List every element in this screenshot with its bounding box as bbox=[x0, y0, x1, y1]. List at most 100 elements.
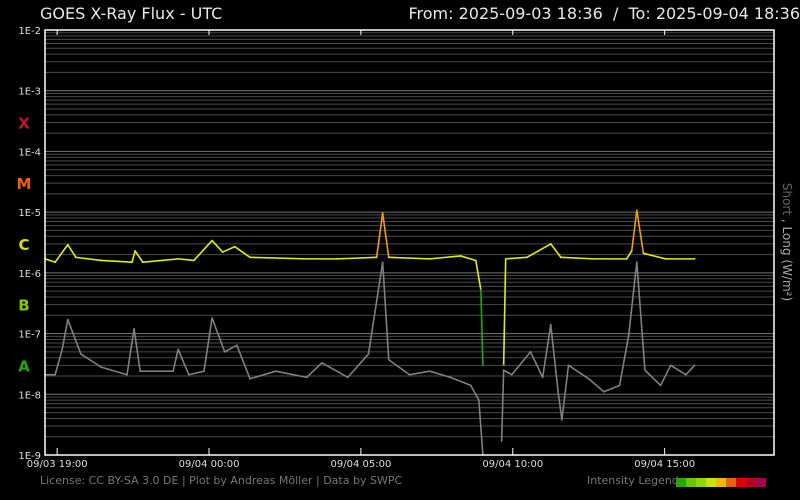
series-short-point bbox=[223, 351, 226, 353]
series-short-point bbox=[603, 390, 605, 393]
series-long-point bbox=[221, 251, 224, 253]
series-short-segment bbox=[557, 388, 563, 421]
series-short-point bbox=[567, 364, 570, 367]
series-long-point bbox=[428, 258, 431, 260]
series-short-point bbox=[249, 377, 251, 380]
series-long-point bbox=[134, 250, 136, 252]
series-short-segment bbox=[510, 351, 532, 376]
flare-class-A: A bbox=[18, 357, 30, 375]
series-short-segment bbox=[187, 370, 205, 376]
series-short-point bbox=[659, 384, 662, 387]
series-long-point bbox=[305, 258, 308, 260]
series-short-segment bbox=[54, 348, 64, 376]
series-long-segment bbox=[480, 289, 484, 367]
series-long-segment bbox=[428, 255, 462, 260]
series-long-point bbox=[381, 212, 384, 215]
series-short-segment bbox=[203, 317, 213, 373]
series-short-segment bbox=[387, 358, 411, 376]
series-short-segment bbox=[61, 318, 69, 351]
legend-swatch bbox=[736, 478, 746, 487]
series-short-point bbox=[187, 373, 190, 376]
series-short-point bbox=[61, 348, 64, 351]
series-long-point bbox=[592, 258, 595, 260]
x-tick-label: 09/03 19:00 bbox=[27, 459, 88, 470]
series-short-point bbox=[636, 261, 638, 263]
series-short-segment bbox=[627, 261, 638, 337]
series-long-point bbox=[625, 258, 628, 260]
series-long-point bbox=[177, 258, 180, 260]
legend-swatch bbox=[686, 478, 696, 487]
series-short-point bbox=[549, 323, 552, 326]
y-tick-label: 1E-8 bbox=[18, 390, 41, 401]
series-short-segment bbox=[346, 353, 370, 379]
legend-swatch bbox=[726, 478, 736, 487]
series-short-point bbox=[557, 388, 559, 391]
series-short-segment bbox=[126, 327, 135, 376]
series-long-point bbox=[75, 256, 77, 259]
series-short-point bbox=[172, 370, 174, 373]
series-short-segment bbox=[502, 369, 513, 376]
series-short-point bbox=[510, 373, 513, 376]
series-short-point bbox=[177, 348, 179, 351]
x-tick-label: 09/04 00:00 bbox=[179, 459, 240, 470]
series-long-point bbox=[642, 252, 645, 255]
x-tick-label: 09/04 10:00 bbox=[482, 459, 543, 470]
series-short-segment bbox=[659, 364, 672, 387]
series-short-segment bbox=[381, 261, 390, 361]
series-short-point bbox=[80, 353, 82, 355]
y-axis-label: Short , Long (W/m²) bbox=[780, 183, 794, 301]
series-long-segment bbox=[141, 258, 180, 263]
intensity-legend bbox=[676, 478, 766, 487]
series-long-point bbox=[549, 243, 552, 245]
series-long-point bbox=[504, 258, 507, 260]
series-short-segment bbox=[305, 362, 323, 379]
series-short-point bbox=[211, 317, 213, 319]
series-short-point bbox=[66, 318, 69, 321]
series-short-segment bbox=[618, 334, 630, 387]
legend-swatch bbox=[696, 478, 706, 487]
series-long-point bbox=[693, 258, 696, 260]
series-short-point bbox=[618, 384, 621, 387]
series-short-point bbox=[627, 334, 630, 337]
series-long-segment bbox=[234, 245, 251, 259]
series-short-segment bbox=[211, 317, 226, 353]
series-short-point bbox=[500, 440, 503, 442]
chart-title: GOES X-Ray Flux - UTC bbox=[40, 4, 223, 23]
series-long-segment bbox=[221, 245, 236, 253]
series-short-point bbox=[561, 418, 563, 421]
series-long-segment bbox=[459, 255, 477, 262]
y-tick-label: 1E-4 bbox=[18, 147, 41, 158]
series-long-segment bbox=[549, 243, 562, 259]
series-short-point bbox=[236, 344, 238, 347]
series-short-point bbox=[587, 377, 590, 380]
series-long-segment bbox=[100, 259, 133, 263]
y-tick-label: 1E-7 bbox=[18, 330, 41, 341]
series-long-segment bbox=[44, 258, 56, 263]
series-short-point bbox=[541, 376, 544, 379]
series-long-point bbox=[664, 258, 667, 260]
y-tick-label: 1E-9 bbox=[18, 451, 41, 462]
series-long-point bbox=[502, 364, 505, 367]
series-short-point bbox=[367, 353, 370, 355]
series-short-segment bbox=[561, 364, 570, 421]
x-tick-label: 09/04 05:00 bbox=[330, 459, 391, 470]
series-short-point bbox=[387, 358, 390, 361]
series-long-segment bbox=[502, 258, 507, 367]
series-long-segment bbox=[134, 250, 144, 263]
series-short-segment bbox=[223, 344, 238, 353]
series-long-segment bbox=[375, 212, 384, 259]
series-long-segment bbox=[560, 256, 595, 260]
legend-swatch bbox=[756, 478, 766, 487]
series-short-segment bbox=[449, 376, 472, 387]
series-short-point bbox=[669, 364, 672, 367]
series-short-segment bbox=[685, 364, 696, 376]
series-long-segment bbox=[211, 239, 224, 253]
series-long-segment bbox=[75, 256, 102, 262]
series-short-segment bbox=[321, 362, 349, 379]
series-long-point bbox=[480, 289, 482, 291]
series-long-segment bbox=[475, 259, 482, 291]
legend-swatch bbox=[716, 478, 726, 487]
series-short-point bbox=[478, 399, 480, 401]
series-short-segment bbox=[80, 353, 102, 368]
